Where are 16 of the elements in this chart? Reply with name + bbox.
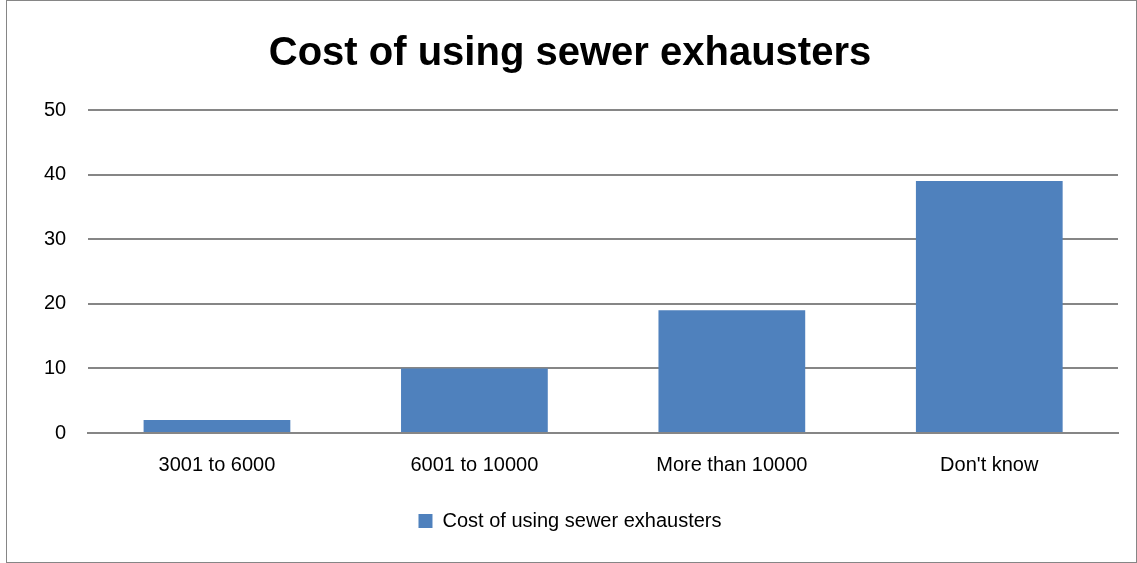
y-tick-label: 40 [44,162,67,185]
x-tick-label: 3001 to 6000 [158,452,276,475]
y-tick-label: 20 [44,291,67,314]
x-tick-label: More than 10000 [656,452,808,475]
x-tick-label: 6001 to 10000 [410,452,539,475]
x-tick-label: Don't know [940,452,1039,475]
y-tick-label: 10 [44,355,67,378]
bar [915,181,1063,432]
bar [401,368,548,432]
bar [143,420,291,432]
chart-title: Cost of using sewer exhausters [268,29,872,74]
legend-label: Cost of using sewer exhausters [442,508,722,531]
y-tick-label: 50 [44,97,67,120]
bar [658,310,806,432]
y-tick-label: 0 [55,420,67,443]
y-tick-label: 30 [44,226,67,249]
